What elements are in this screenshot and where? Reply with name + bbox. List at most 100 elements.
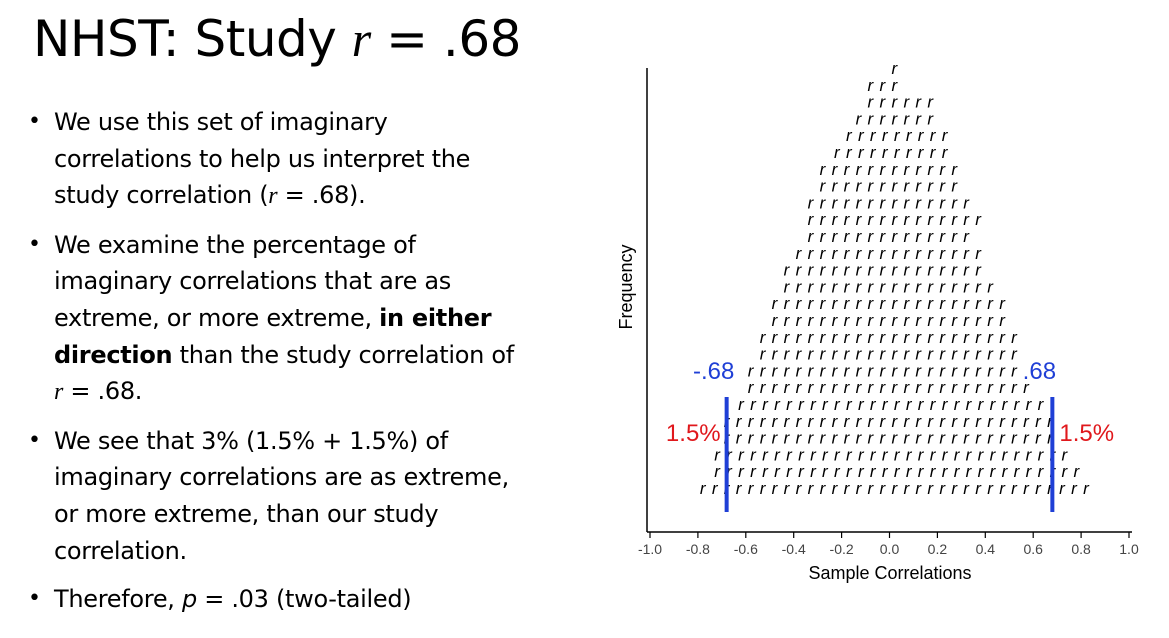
sample-r-marker: r — [939, 412, 946, 431]
sample-r-marker: r — [990, 395, 997, 414]
sample-r-marker: r — [748, 412, 755, 431]
sample-r-marker: r — [736, 429, 743, 448]
sample-r-marker: r — [808, 429, 815, 448]
sample-r-marker: r — [1014, 445, 1021, 464]
sample-r-marker: r — [760, 479, 767, 498]
sample-r-marker: r — [1014, 395, 1021, 414]
sample-r-marker: r — [942, 395, 949, 414]
sample-r-marker: r — [939, 311, 946, 330]
sample-r-marker: r — [798, 445, 805, 464]
sample-r-marker: r — [927, 210, 934, 229]
sample-r-marker: r — [760, 361, 767, 380]
sample-r-marker: r — [999, 429, 1006, 448]
sample-r-marker: r — [1038, 462, 1045, 481]
sample-r-marker: r — [844, 311, 851, 330]
sample-r-marker: r — [951, 160, 958, 179]
sample-r-marker: r — [784, 361, 791, 380]
sample-r-marker: r — [1023, 412, 1030, 431]
sample-r-marker: r — [736, 412, 743, 431]
sample-r-marker: r — [832, 227, 839, 246]
sample-r-marker: r — [963, 311, 970, 330]
sample-r-marker: r — [951, 227, 958, 246]
sample-r-marker: r — [915, 429, 922, 448]
sample-r-marker: r — [963, 244, 970, 263]
sample-r-marker: r — [772, 429, 779, 448]
sample-r-marker: r — [942, 445, 949, 464]
sample-r-marker: r — [784, 412, 791, 431]
sample-r-marker: r — [700, 479, 707, 498]
sample-r-marker: r — [772, 294, 779, 313]
sample-r-marker: r — [930, 143, 937, 162]
sample-r-marker: r — [903, 294, 910, 313]
x-tick-label: 0.8 — [1071, 541, 1091, 557]
sample-r-marker: r — [975, 429, 982, 448]
sample-r-marker: r — [1026, 462, 1033, 481]
sample-r-marker: r — [762, 462, 769, 481]
sample-r-marker: r — [820, 227, 827, 246]
sample-r-marker: r — [867, 345, 874, 364]
sample-r-marker: r — [975, 294, 982, 313]
sample-r-marker: r — [978, 462, 985, 481]
sample-r-marker: r — [834, 395, 841, 414]
sample-r-marker: r — [1011, 361, 1018, 380]
x-tick-label: -1.0 — [638, 541, 662, 557]
sample-r-marker: r — [772, 479, 779, 498]
sample-r-marker: r — [714, 462, 721, 481]
sample-r-marker: r — [798, 395, 805, 414]
sample-r-marker: r — [915, 193, 922, 212]
sample-r-marker: r — [1002, 395, 1009, 414]
sample-r-marker: r — [808, 261, 815, 280]
sample-r-marker: r — [975, 277, 982, 296]
sample-r-marker: r — [891, 361, 898, 380]
sample-r-marker: r — [951, 328, 958, 347]
sample-r-marker: r — [772, 328, 779, 347]
sample-r-marker: r — [879, 109, 886, 128]
sample-r-marker: r — [867, 193, 874, 212]
sample-r-marker: r — [760, 328, 767, 347]
sample-r-marker: r — [832, 193, 839, 212]
sample-r-marker: r — [1071, 479, 1078, 498]
sample-r-marker: r — [856, 361, 863, 380]
sample-r-marker: r — [867, 177, 874, 196]
sample-r-marker: r — [867, 76, 874, 95]
sample-r-marker: r — [832, 345, 839, 364]
sample-r-marker: r — [784, 345, 791, 364]
sample-r-marker: r — [879, 210, 886, 229]
sample-r-marker: r — [927, 412, 934, 431]
sample-r-marker: r — [891, 160, 898, 179]
sample-r-marker: r — [963, 429, 970, 448]
sample-r-marker: r — [927, 479, 934, 498]
sample-r-marker: r — [891, 244, 898, 263]
sample-r-marker: r — [930, 462, 937, 481]
sample-r-marker: r — [808, 479, 815, 498]
sample-r-marker: r — [844, 227, 851, 246]
sample-r-marker: r — [939, 378, 946, 397]
sample-r-marker: r — [891, 277, 898, 296]
sample-r-marker: r — [760, 345, 767, 364]
sample-r-marker: r — [867, 210, 874, 229]
sample-r-marker: r — [915, 479, 922, 498]
sample-r-marker: r — [822, 395, 829, 414]
sample-r-marker: r — [712, 479, 719, 498]
sample-r-marker: r — [856, 109, 863, 128]
sample-r-marker: r — [867, 109, 874, 128]
sample-r-marker: r — [879, 345, 886, 364]
sample-r-marker: r — [796, 277, 803, 296]
sample-r-marker: r — [966, 445, 973, 464]
sample-r-marker: r — [918, 445, 925, 464]
sample-r-marker: r — [951, 429, 958, 448]
sample-r-marker: r — [832, 160, 839, 179]
sample-r-marker: r — [879, 328, 886, 347]
sample-r-marker: r — [963, 378, 970, 397]
sample-r-marker: r — [1011, 378, 1018, 397]
sample-r-marker: r — [975, 261, 982, 280]
sample-r-marker: r — [748, 429, 755, 448]
sample-r-marker: r — [820, 361, 827, 380]
sample-r-marker: r — [999, 294, 1006, 313]
sample-r-marker: r — [951, 244, 958, 263]
sample-r-marker: r — [844, 328, 851, 347]
sample-r-marker: r — [856, 345, 863, 364]
bullet-2: We examine the percentage of imaginary c… — [28, 227, 518, 411]
sample-r-marker: r — [844, 345, 851, 364]
sample-r-marker: r — [808, 412, 815, 431]
